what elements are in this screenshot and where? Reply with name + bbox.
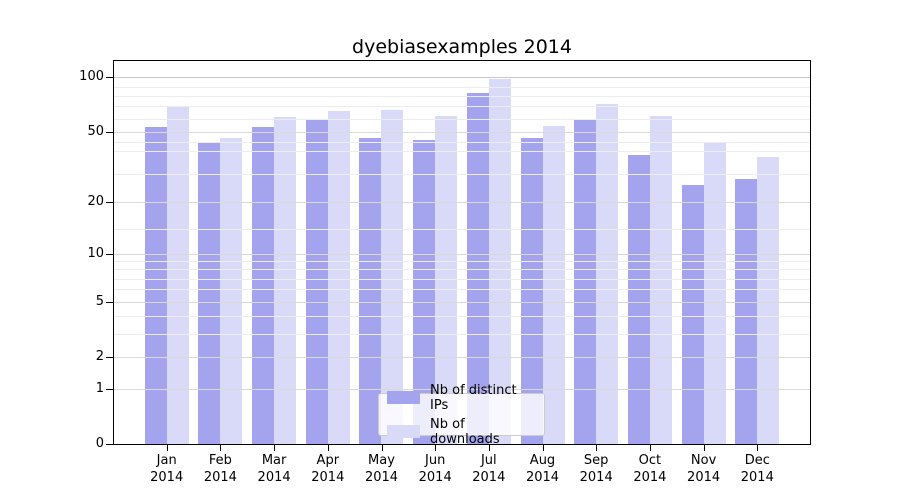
plot-area xyxy=(113,60,811,445)
x-tick-feb xyxy=(220,444,222,451)
y-tick-label-1: 1 xyxy=(95,380,104,396)
x-tick-label-jun: Jun 2014 xyxy=(418,453,452,485)
x-tick-sep xyxy=(596,444,598,451)
gridline-minor-8 xyxy=(114,269,810,271)
gridline-major-10 xyxy=(114,253,810,255)
gridline-minor-4 xyxy=(114,316,810,318)
bar-downloads-nov xyxy=(703,141,726,444)
bar-downloads-mar xyxy=(274,117,297,444)
y-tick-label-50: 50 xyxy=(87,123,104,139)
legend-item-distinct-ips: Nb of distinct IPs xyxy=(387,383,536,413)
y-tick-100 xyxy=(106,77,113,79)
gridline-major-5 xyxy=(114,301,810,303)
gridline-minor-69 xyxy=(114,106,810,108)
bar-distinct-ips-apr xyxy=(305,120,328,444)
bar-downloads-oct xyxy=(649,116,672,444)
legend-label-distinct-ips: Nb of distinct IPs xyxy=(430,382,517,413)
gridline-major-2 xyxy=(114,356,810,358)
y-tick-label-20: 20 xyxy=(87,194,104,210)
gridline-minor-14 xyxy=(114,228,810,230)
x-tick-may xyxy=(381,444,383,451)
bar-distinct-ips-aug xyxy=(520,138,543,444)
x-tick-label-dec: Dec 2014 xyxy=(740,453,774,485)
bar-downloads-aug xyxy=(542,125,565,444)
x-tick-label-may: May 2014 xyxy=(364,453,399,485)
legend-swatch-distinct-ips xyxy=(387,391,420,404)
y-tick-0 xyxy=(106,444,113,445)
bar-downloads-jun xyxy=(435,116,458,444)
x-tick-oct xyxy=(649,444,651,451)
gridline-major-100 xyxy=(114,77,810,79)
gridline-major-20 xyxy=(114,202,810,204)
bar-downloads-dec xyxy=(757,157,780,444)
y-tick-label-100: 100 xyxy=(79,69,104,85)
bar-distinct-ips-oct xyxy=(627,154,650,444)
gridline-minor-3 xyxy=(114,333,810,335)
gridline-minor-9 xyxy=(114,261,810,262)
y-tick-label-5: 5 xyxy=(95,293,104,309)
bar-downloads-jan xyxy=(166,106,189,444)
y-tick-label-0: 0 xyxy=(95,436,104,451)
y-tick-20 xyxy=(106,202,113,204)
x-tick-apr xyxy=(327,444,329,451)
x-tick-label-apr: Apr 2014 xyxy=(311,453,345,485)
bar-downloads-feb xyxy=(220,138,243,444)
bar-distinct-ips-feb xyxy=(198,143,221,444)
x-tick-label-oct: Oct 2014 xyxy=(633,453,667,485)
y-tick-50 xyxy=(106,131,113,133)
bar-distinct-ips-dec xyxy=(735,179,758,444)
y-tick-label-10: 10 xyxy=(87,245,104,261)
x-tick-nov xyxy=(703,444,705,451)
bar-downloads-may xyxy=(381,109,404,444)
gridline-major-50 xyxy=(114,131,810,133)
bar-distinct-ips-sep xyxy=(574,120,597,444)
gridline-major-1 xyxy=(114,388,810,390)
x-tick-jun xyxy=(435,444,437,451)
y-tick-2 xyxy=(106,356,113,358)
legend: Nb of distinct IPs Nb of downloads xyxy=(378,383,545,447)
bar-distinct-ips-may xyxy=(359,138,382,444)
y-tick-1 xyxy=(106,388,113,390)
gridline-minor-59 xyxy=(114,118,810,120)
bar-distinct-ips-nov xyxy=(681,185,704,444)
y-tick-10 xyxy=(106,253,113,255)
gridline-minor-44 xyxy=(114,141,810,143)
x-tick-label-mar: Mar 2014 xyxy=(257,453,291,485)
x-tick-jan xyxy=(166,444,168,451)
bar-distinct-ips-jan xyxy=(144,127,167,444)
gridline-minor-39 xyxy=(114,150,810,152)
legend-label-downloads: Nb of downloads xyxy=(430,416,500,447)
bar-downloads-sep xyxy=(596,104,619,444)
x-tick-label-sep: Sep 2014 xyxy=(579,453,613,485)
legend-swatch-downloads xyxy=(387,425,420,438)
gridline-minor-6 xyxy=(114,289,810,291)
gridline-minor-79 xyxy=(114,95,810,97)
x-tick-label-aug: Aug 2014 xyxy=(525,453,560,485)
x-tick-label-feb: Feb 2014 xyxy=(203,453,237,485)
y-tick-5 xyxy=(106,301,113,303)
x-tick-jul xyxy=(488,444,490,451)
x-tick-mar xyxy=(274,444,276,451)
x-tick-aug xyxy=(542,444,544,451)
chart-title: dyebiasexamples 2014 xyxy=(352,36,572,58)
gridline-minor-7 xyxy=(114,278,810,280)
bar-distinct-ips-jul xyxy=(466,92,489,444)
bar-downloads-apr xyxy=(327,111,350,444)
gridline-minor-89 xyxy=(114,86,810,88)
legend-item-downloads: Nb of downloads xyxy=(387,417,536,447)
gridline-minor-29 xyxy=(114,173,810,175)
bar-distinct-ips-mar xyxy=(252,127,275,444)
x-tick-label-jul: Jul 2014 xyxy=(472,453,506,485)
x-tick-dec xyxy=(757,444,759,451)
x-tick-label-jan: Jan 2014 xyxy=(150,453,184,485)
x-tick-label-nov: Nov 2014 xyxy=(687,453,721,485)
y-tick-label-2: 2 xyxy=(95,348,104,364)
bar-distinct-ips-jun xyxy=(413,139,436,444)
